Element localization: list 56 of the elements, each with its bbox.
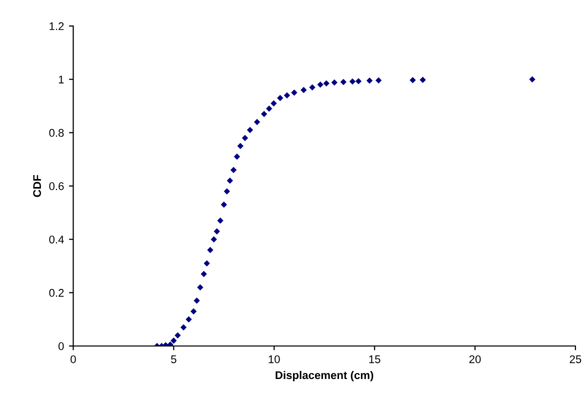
point bbox=[200, 270, 207, 278]
point bbox=[254, 118, 260, 126]
point bbox=[375, 77, 382, 84]
point bbox=[204, 260, 210, 266]
point bbox=[217, 218, 224, 224]
point bbox=[246, 126, 254, 134]
point bbox=[340, 78, 347, 86]
point bbox=[210, 236, 217, 242]
point bbox=[186, 316, 192, 322]
x-tick-label: 25 bbox=[570, 355, 582, 364]
point bbox=[300, 86, 307, 94]
point bbox=[207, 246, 214, 254]
point bbox=[170, 338, 177, 344]
point bbox=[197, 284, 204, 290]
y-tick-label: 0 bbox=[58, 342, 64, 350]
point bbox=[420, 76, 426, 83]
y-tick-label: 1.2 bbox=[50, 22, 64, 30]
y-tick-label: 0.4 bbox=[49, 236, 64, 244]
point bbox=[180, 324, 187, 330]
point bbox=[234, 154, 240, 160]
point bbox=[277, 94, 284, 102]
point bbox=[366, 78, 373, 84]
point bbox=[410, 77, 416, 84]
y-tick-label: 0.6 bbox=[49, 182, 64, 190]
point bbox=[174, 332, 181, 338]
y-axis-title: CDF bbox=[33, 174, 42, 197]
point bbox=[190, 308, 197, 314]
point bbox=[323, 80, 330, 86]
x-tick-label: 20 bbox=[469, 355, 481, 364]
point bbox=[230, 166, 237, 174]
point bbox=[214, 228, 220, 234]
x-axis-title: Displacement (cm) bbox=[276, 370, 374, 382]
point bbox=[266, 106, 272, 112]
point bbox=[194, 298, 200, 304]
point bbox=[237, 142, 244, 150]
y-tick-label: 0.2 bbox=[49, 288, 64, 297]
point bbox=[355, 78, 362, 84]
point bbox=[226, 178, 234, 184]
y-tick-label: 1 bbox=[58, 76, 64, 84]
point bbox=[270, 100, 277, 106]
x-tick-label: 5 bbox=[171, 355, 176, 364]
point bbox=[242, 134, 248, 142]
y-tick-label: 0.8 bbox=[49, 128, 64, 137]
point bbox=[317, 82, 324, 88]
point bbox=[291, 90, 298, 96]
x-tick-label: 0 bbox=[70, 355, 76, 364]
x-tick-label: 15 bbox=[369, 355, 380, 364]
point bbox=[529, 76, 536, 82]
point bbox=[309, 84, 316, 90]
point bbox=[284, 92, 290, 98]
point bbox=[349, 78, 356, 85]
x-tick-label: 10 bbox=[268, 355, 280, 364]
point bbox=[224, 188, 230, 194]
point bbox=[260, 110, 268, 118]
point bbox=[331, 79, 338, 86]
point bbox=[220, 202, 228, 208]
